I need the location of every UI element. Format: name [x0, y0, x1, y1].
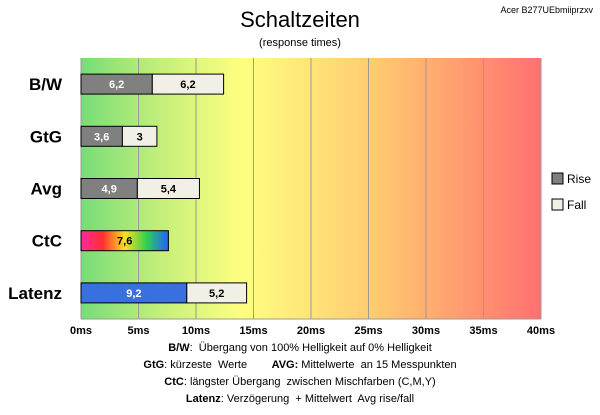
rise-value-label: 4,9: [102, 184, 117, 196]
category-label: GtG: [30, 127, 62, 146]
note-line: GtG: kürzeste Werte AVG: Mittelwerte an …: [0, 357, 600, 374]
x-tick-label: 5ms: [127, 325, 149, 337]
fall-value-label: 5,4: [161, 184, 177, 196]
legend-swatch: [551, 172, 564, 185]
fall-bar: [136, 178, 200, 199]
chart-title: Schaltzeiten: [240, 7, 360, 32]
rise-value-label: 6,2: [109, 79, 124, 91]
x-tick-label: 0ms: [70, 325, 92, 337]
note-line: Latenz: Verzögerung + Mittelwert Avg ris…: [0, 391, 600, 408]
x-tick-label: 40ms: [527, 325, 555, 337]
fall-bar: [186, 282, 248, 304]
note-text: Mittelwerte an 15 Messpunkten: [298, 359, 457, 371]
x-tick-label: 20ms: [297, 325, 325, 337]
legend-swatch: [551, 198, 564, 211]
legend-label: Fall: [567, 198, 586, 212]
rise-value-label: 7,6: [117, 236, 132, 248]
x-tick-label: 15ms: [239, 325, 267, 337]
note-line: B/W: Übergang von 100% Helligkeit auf 0%…: [0, 340, 600, 357]
note-line: CtC: längster Übergang zwischen Mischfar…: [0, 374, 600, 391]
category-label: B/W: [29, 75, 63, 94]
bars: 6,2 6,2 3,6 3 4,9 5,4 7,6 9,2 5,2: [80, 73, 248, 304]
fall-bar: [151, 73, 225, 95]
note-term: CtC: [164, 376, 184, 388]
x-tick-label: 30ms: [412, 325, 440, 337]
rise-value-label: 3,6: [94, 131, 109, 143]
note-text: : längster Übergang zwischen Mischfarben…: [183, 376, 436, 388]
fall-value-label: 5,2: [209, 288, 224, 300]
note-term: Latenz: [185, 393, 221, 405]
note-text: : Verzögerung + Mittelwert Avg rise/fall: [220, 393, 415, 405]
notes: B/W: Übergang von 100% Helligkeit auf 0%…: [0, 340, 600, 408]
category-label: Latenz: [8, 284, 62, 303]
fall-value-label: 3: [137, 131, 143, 143]
fall-value-label: 6,2: [180, 79, 195, 91]
x-tick-label: 25ms: [354, 325, 382, 337]
x-tick-label: 35ms: [469, 325, 497, 337]
fall-bar: [121, 125, 158, 147]
note-term: GtG: [143, 359, 165, 371]
legend: Rise Fall: [551, 172, 591, 212]
note-text: : Übergang von 100% Helligkeit auf 0% He…: [189, 342, 432, 354]
note-text: : kürzeste Werte: [164, 359, 272, 371]
rise-bar: [80, 230, 169, 252]
chart-subtitle: (response times): [259, 37, 341, 49]
category-label: CtC: [32, 232, 62, 251]
note-term: AVG:: [271, 359, 299, 371]
monitor-model: Acer B277UEbmiiprzxv: [500, 5, 593, 15]
rise-value-label: 9,2: [126, 288, 141, 300]
category-labels: B/W GtG Avg CtC Latenz: [8, 75, 63, 303]
legend-label: Rise: [567, 172, 591, 186]
note-term: B/W: [168, 342, 190, 354]
x-tick-labels: 0ms 5ms 10ms 15ms 20ms 25ms 30ms 35ms 40ms: [70, 325, 555, 337]
response-time-chart: Schaltzeiten (response times) Acer B277U…: [8, 5, 593, 337]
category-label: Avg: [31, 180, 63, 199]
x-tick-label: 10ms: [182, 325, 210, 337]
